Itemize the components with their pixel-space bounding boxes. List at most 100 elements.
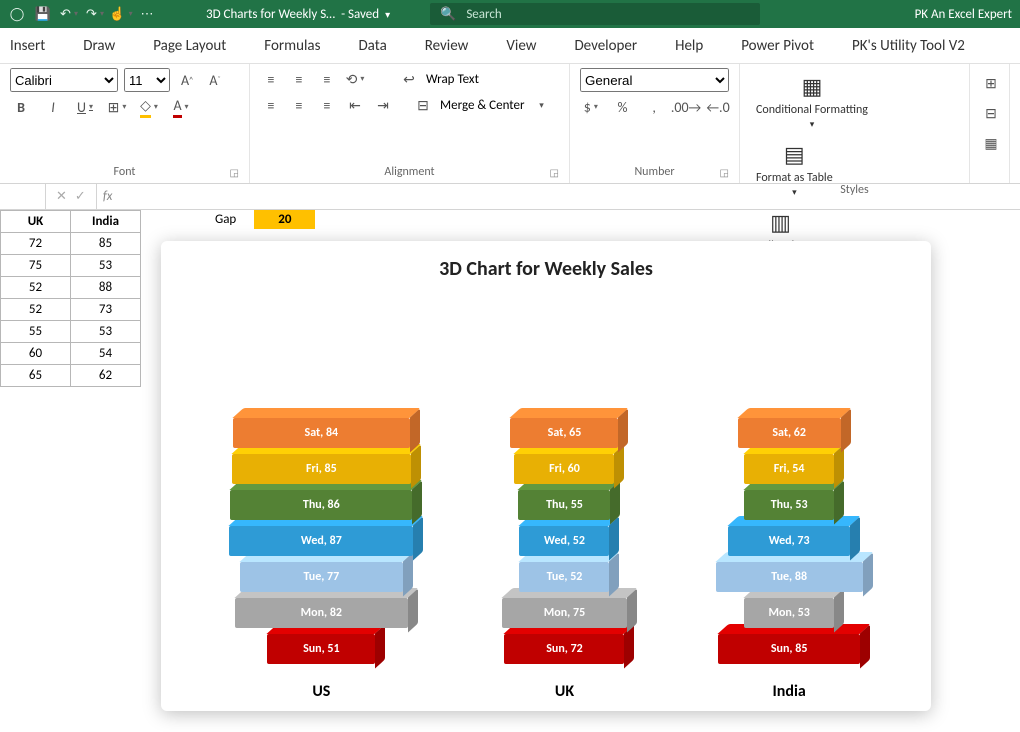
search-box[interactable]: 🔍 Search (430, 3, 760, 25)
number-format-select[interactable]: General (580, 68, 729, 92)
font-dialog-icon[interactable]: ◲ (230, 166, 239, 179)
chart-slab-label: Thu, 53 (744, 490, 834, 520)
tab-insert[interactable]: Insert (8, 31, 47, 61)
chart-slab: Mon, 82 (235, 598, 408, 628)
align-top-button[interactable]: ≡ (260, 69, 282, 89)
table-cell[interactable]: 52 (1, 299, 71, 321)
chart-slab: Fri, 60 (514, 454, 614, 484)
wrap-text-label[interactable]: Wrap Text (426, 72, 479, 87)
extra-icon-3[interactable]: ▦ (980, 132, 1002, 154)
table-row[interactable]: 7285 (1, 233, 141, 255)
search-placeholder: Search (466, 7, 501, 22)
table-cell[interactable]: 54 (71, 343, 141, 365)
italic-button[interactable]: I (42, 96, 64, 118)
shrink-font-button[interactable]: Aˇ (204, 69, 226, 91)
chart-container[interactable]: 3D Chart for Weekly Sales Sun, 51Mon, 82… (161, 241, 931, 711)
percent-button[interactable]: % (612, 96, 634, 118)
underline-button[interactable]: U (74, 96, 96, 118)
enter-formula-icon[interactable]: ✓ (75, 189, 86, 204)
bold-button[interactable]: B (10, 96, 32, 118)
orientation-button[interactable]: ⟲ (344, 69, 366, 89)
alignment-dialog-icon[interactable]: ◲ (550, 166, 559, 179)
align-center-button[interactable]: ≡ (288, 95, 310, 115)
undo-icon[interactable]: ↶ (60, 5, 78, 23)
align-middle-button[interactable]: ≡ (288, 69, 310, 89)
tab-formulas[interactable]: Formulas (262, 31, 322, 61)
align-left-button[interactable]: ≡ (260, 95, 282, 115)
table-cell[interactable]: 55 (1, 321, 71, 343)
tab-pk-s-utility-tool-v2[interactable]: PK's Utility Tool V2 (850, 31, 967, 61)
table-cell[interactable]: 52 (1, 277, 71, 299)
tab-page-layout[interactable]: Page Layout (151, 31, 228, 61)
number-dialog-icon[interactable]: ◲ (720, 166, 729, 179)
tab-help[interactable]: Help (673, 31, 705, 61)
decrease-decimal-button[interactable]: ←.0 (707, 96, 729, 118)
gap-label: Gap (201, 210, 250, 229)
doc-dropdown-icon[interactable]: ▾ (385, 8, 390, 21)
font-name-select[interactable]: Calibri (10, 68, 118, 92)
increase-indent-button[interactable]: ⇥ (372, 95, 394, 115)
border-button[interactable]: ⊞ (106, 96, 128, 118)
table-cell[interactable]: 53 (71, 321, 141, 343)
table-cell[interactable]: 65 (1, 365, 71, 387)
tab-developer[interactable]: Developer (572, 31, 639, 61)
table-header[interactable]: UK (1, 211, 71, 233)
extra-icon-2[interactable]: ⊟ (980, 102, 1002, 124)
font-size-select[interactable]: 11 (124, 68, 170, 92)
save-icon[interactable]: 💾 (34, 5, 52, 23)
redo-icon[interactable]: ↷ (86, 5, 104, 23)
table-row[interactable]: 6562 (1, 365, 141, 387)
tab-draw[interactable]: Draw (81, 31, 117, 61)
tab-view[interactable]: View (504, 31, 538, 61)
table-cell[interactable]: 53 (71, 255, 141, 277)
align-bottom-button[interactable]: ≡ (316, 69, 338, 89)
table-header[interactable]: India (71, 211, 141, 233)
currency-button[interactable]: $ (580, 96, 602, 118)
table-cell[interactable]: 88 (71, 277, 141, 299)
data-table[interactable]: UKIndia7285755352885273555360546562 (0, 210, 141, 387)
increase-decimal-button[interactable]: .00→ (675, 96, 697, 118)
qat-more-icon[interactable]: ⋯ (138, 5, 156, 23)
document-name: 3D Charts for Weekly S… - Saved ▾ (206, 7, 390, 22)
extra-icon-1[interactable]: ⊞ (980, 72, 1002, 94)
align-right-button[interactable]: ≡ (316, 95, 338, 115)
user-badge[interactable]: PK An Excel Expert (915, 7, 1012, 22)
table-row[interactable]: 7553 (1, 255, 141, 277)
table-cell[interactable]: 73 (71, 299, 141, 321)
table-cell[interactable]: 62 (71, 365, 141, 387)
decrease-indent-button[interactable]: ⇤ (344, 95, 366, 115)
table-cell[interactable]: 60 (1, 343, 71, 365)
table-row[interactable]: 5288 (1, 277, 141, 299)
table-row[interactable]: 5553 (1, 321, 141, 343)
table-row[interactable]: 6054 (1, 343, 141, 365)
table-cell[interactable]: 72 (1, 233, 71, 255)
chart-slab-label: Tue, 77 (240, 562, 403, 592)
table-cell[interactable]: 85 (71, 233, 141, 255)
table-cell[interactable]: 75 (1, 255, 71, 277)
comma-button[interactable]: , (643, 96, 665, 118)
chart-stacks: Sun, 51Mon, 82Tue, 77Wed, 87Thu, 86Fri, … (185, 293, 907, 701)
number-group-label: Number (634, 165, 674, 179)
autosave-icon[interactable]: ◯ (8, 5, 26, 23)
grow-font-button[interactable]: A^ (176, 69, 198, 91)
touch-mode-icon[interactable]: ☝ (112, 5, 130, 23)
fill-color-button[interactable]: ◇ (138, 96, 160, 118)
table-row[interactable]: 5273 (1, 299, 141, 321)
title-bar: ◯ 💾 ↶ ↷ ☝ ⋯ 3D Charts for Weekly S… - Sa… (0, 0, 1020, 28)
merge-center-label[interactable]: Merge & Center (440, 98, 525, 113)
tab-review[interactable]: Review (423, 31, 471, 61)
conditional-formatting-button[interactable]: ▦ Conditional Formatting ▾ (750, 68, 874, 132)
gap-value[interactable]: 20 (254, 210, 315, 229)
tab-power-pivot[interactable]: Power Pivot (739, 31, 816, 61)
tab-data[interactable]: Data (356, 31, 388, 61)
name-box[interactable] (0, 184, 46, 209)
chart-slab-label: Wed, 52 (519, 526, 609, 556)
font-color-button[interactable]: A (170, 96, 192, 118)
cancel-formula-icon[interactable]: ✕ (56, 189, 67, 204)
wrap-text-icon[interactable]: ↩ (398, 68, 420, 90)
chart-slab-label: Mon, 53 (744, 598, 834, 628)
ribbon-group-styles: ▦ Conditional Formatting ▾ ▤ Format as T… (740, 64, 970, 183)
font-group-label: Font (114, 165, 136, 179)
merge-icon[interactable]: ⊟ (412, 94, 434, 116)
merge-dropdown-icon[interactable]: ▾ (531, 94, 553, 116)
